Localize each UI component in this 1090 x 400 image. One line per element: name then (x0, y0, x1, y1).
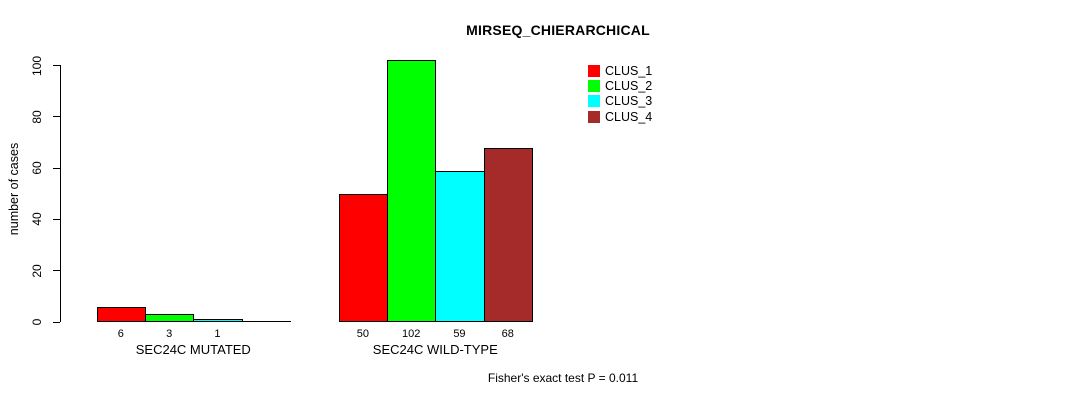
legend-label: CLUS_4 (605, 109, 653, 124)
bar-value-label: 1 (214, 328, 221, 340)
bar-clus-2 (145, 314, 195, 322)
legend-swatch-clus-4 (588, 110, 600, 123)
bar-clus-3 (193, 319, 243, 322)
legend-swatch-clus-3 (588, 95, 600, 108)
legend-item-clus-4: CLUS_4 (588, 109, 653, 124)
group-label-sec24c-wild-type: SEC24C WILD-TYPE (372, 342, 498, 357)
legend-swatch-clus-2 (588, 80, 600, 93)
legend-label: CLUS_3 (605, 94, 653, 109)
y-axis-tick-label: 20 (30, 264, 44, 278)
y-axis-label: number of cases (7, 142, 21, 236)
bar-value-label: 3 (166, 328, 173, 340)
y-axis-tick-label: 80 (30, 110, 44, 124)
y-axis-tick (53, 65, 60, 66)
y-axis-tick (53, 218, 60, 220)
chart-title: MIRSEQ_CHIERARCHICAL (466, 22, 650, 38)
bar-clus-2 (387, 60, 437, 322)
y-axis-tick-label: 60 (30, 161, 44, 175)
legend-item-clus-2: CLUS_2 (588, 79, 653, 94)
legend-label: CLUS_2 (605, 79, 653, 94)
bar-clus-1 (96, 307, 146, 322)
y-axis-tick (53, 270, 60, 272)
legend-swatch-clus-1 (588, 65, 600, 77)
legend-label: CLUS_1 (605, 64, 653, 78)
bar-clus-4 (241, 320, 291, 322)
y-axis-tick (53, 321, 60, 323)
bar-clus-4 (483, 148, 533, 322)
y-axis-line (60, 65, 61, 322)
bar-value-label: 102 (401, 328, 421, 340)
bar-clus-1 (338, 194, 388, 322)
group-label-sec24c-mutated: SEC24C MUTATED (135, 342, 251, 357)
y-axis-tick-label: 100 (30, 55, 44, 76)
bar-value-label: 6 (117, 328, 124, 340)
fisher-test-annotation: Fisher's exact test P = 0.011 (487, 371, 639, 385)
y-axis-tick (53, 167, 60, 169)
legend: CLUS_1 CLUS_2 CLUS_3 CLUS_4 (588, 64, 653, 126)
y-axis-tick (53, 116, 60, 118)
bar-value-label: 50 (356, 328, 369, 340)
y-axis-tick-label: 0 (30, 318, 44, 326)
legend-item-clus-1: CLUS_1 (588, 64, 653, 78)
bar-value-label: 59 (453, 328, 466, 340)
bar-clus-3 (435, 171, 485, 322)
bar-value-label: 68 (501, 328, 514, 340)
y-axis-tick-label: 40 (30, 212, 44, 227)
legend-item-clus-3: CLUS_3 (588, 94, 653, 109)
